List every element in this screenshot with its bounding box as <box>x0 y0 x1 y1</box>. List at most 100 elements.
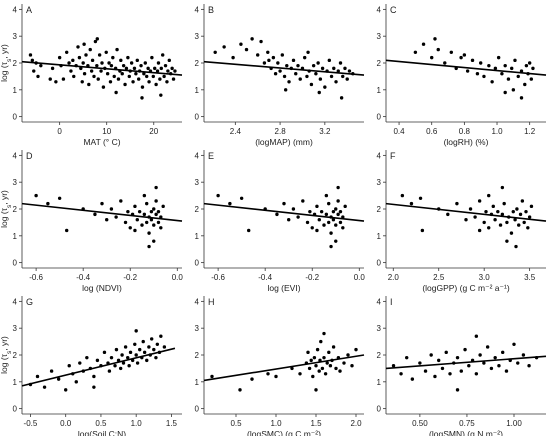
y-tick-label: 4 <box>377 5 382 14</box>
y-tick-label: 0 <box>13 113 18 122</box>
regression-line <box>21 60 183 76</box>
data-point <box>493 66 498 71</box>
data-point <box>282 201 286 206</box>
data-point <box>140 85 145 89</box>
data-point <box>455 388 460 392</box>
data-point <box>307 366 312 371</box>
data-point <box>448 372 452 376</box>
data-point <box>171 77 176 81</box>
data-point <box>79 66 83 71</box>
data-point <box>57 196 62 200</box>
data-point <box>54 80 58 84</box>
data-point <box>82 42 86 46</box>
data-point <box>61 77 66 81</box>
data-point <box>39 63 43 68</box>
data-point <box>69 69 73 73</box>
data-point <box>159 66 163 71</box>
x-axis-label: (logRH) (%) <box>444 137 489 147</box>
data-point <box>32 69 36 73</box>
data-point <box>78 361 82 365</box>
data-point <box>500 185 505 190</box>
data-point <box>317 218 321 222</box>
x-tick-label: -0.2 <box>305 273 319 282</box>
data-point <box>343 66 347 71</box>
data-point <box>513 58 517 63</box>
y-tick-label: 4 <box>13 151 18 160</box>
data-point <box>529 77 534 81</box>
data-point <box>465 69 470 73</box>
data-point <box>470 58 475 63</box>
data-point <box>282 74 287 79</box>
data-point <box>334 80 338 84</box>
regression-line <box>203 60 365 76</box>
data-point <box>95 358 100 363</box>
regression-line <box>385 59 547 76</box>
data-point <box>108 80 113 84</box>
data-point <box>216 193 220 198</box>
data-point <box>121 361 126 365</box>
data-point <box>88 47 92 52</box>
data-point <box>142 72 146 76</box>
data-point <box>126 209 130 214</box>
data-point <box>527 61 532 65</box>
data-point <box>139 63 143 68</box>
data-point <box>314 72 318 76</box>
x-tick-label: 10 <box>102 127 111 136</box>
data-point <box>132 66 137 71</box>
data-point <box>173 69 177 73</box>
panel-letter: G <box>26 297 33 307</box>
data-point <box>298 372 302 376</box>
y-tick-label: 4 <box>377 151 382 160</box>
data-point <box>482 361 486 365</box>
x-tick-label: 0.5 <box>230 419 242 428</box>
data-point <box>350 364 354 368</box>
data-point <box>319 339 323 344</box>
data-point <box>131 80 135 84</box>
data-point <box>484 209 488 214</box>
data-point <box>154 185 158 190</box>
data-point <box>95 63 99 68</box>
y-tick-label: 3 <box>377 178 382 187</box>
data-point <box>336 199 340 203</box>
data-point <box>500 212 505 217</box>
x-tick-label: 2.8 <box>275 127 287 136</box>
data-point <box>259 39 263 44</box>
data-point <box>503 90 507 95</box>
panel-c: 0 1 2 3 4 0.4 0.6 0.8 1.0 1.2 C (logRH) (%) <box>377 4 547 147</box>
data-point <box>482 220 486 225</box>
data-point <box>149 218 154 222</box>
data-point <box>502 201 506 206</box>
panel-a: 0 1 2 3 4 0 10 20 A MAT (° C) log (τs, yr) <box>0 4 183 147</box>
data-point <box>109 207 114 211</box>
y-tick-label: 1 <box>195 378 200 387</box>
x-tick-label: 2.5 <box>433 273 445 282</box>
data-point <box>256 53 260 57</box>
data-point <box>76 45 80 49</box>
data-point <box>314 364 318 368</box>
data-point <box>449 50 454 54</box>
x-tick-label: -0.4 <box>76 273 90 282</box>
data-point <box>231 55 235 60</box>
data-point <box>81 61 85 65</box>
data-point <box>312 355 317 360</box>
data-point <box>516 361 520 365</box>
y-tick-label: 1 <box>13 232 18 241</box>
y-tick-label: 0 <box>13 259 18 268</box>
data-point <box>409 201 414 206</box>
data-point <box>151 74 155 79</box>
data-point <box>490 80 494 84</box>
data-point <box>478 61 483 65</box>
y-tick-label: 0 <box>195 405 200 414</box>
data-point <box>250 377 254 381</box>
data-point <box>324 212 329 217</box>
data-point <box>400 193 405 198</box>
data-point <box>167 58 171 63</box>
data-point <box>320 366 325 371</box>
data-point <box>146 66 150 71</box>
data-point <box>48 77 52 81</box>
data-point <box>97 53 102 57</box>
data-point <box>114 215 118 219</box>
data-point <box>329 244 333 249</box>
